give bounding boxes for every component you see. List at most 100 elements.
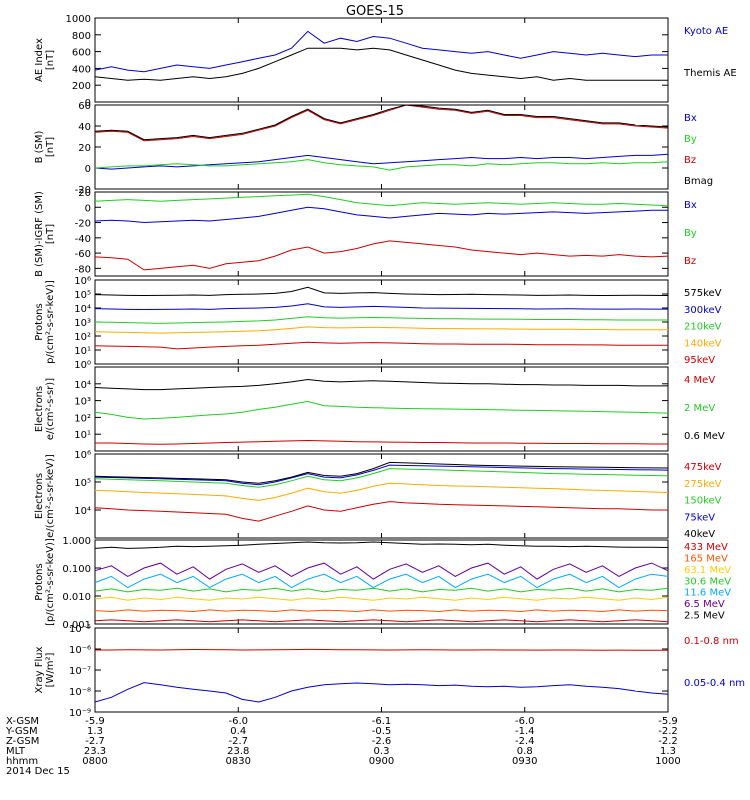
x-row-value: -0.5 xyxy=(372,726,392,737)
y-axis-label: B (SM)[nT] xyxy=(34,130,56,163)
legend-label: Bz xyxy=(684,155,696,166)
y-tick-label: -80 xyxy=(75,264,91,275)
panel-frame xyxy=(94,104,669,190)
y-tick-label: 10¹ xyxy=(74,430,91,441)
y-tick-label: 10⁻⁶ xyxy=(69,645,91,656)
y-axis-label-line: Electrons xyxy=(34,473,45,519)
x-row-label: hhmm xyxy=(6,756,38,767)
y-tick-label: -60 xyxy=(75,249,91,260)
legend-label: 475keV xyxy=(684,462,722,473)
x-row-value: 1.3 xyxy=(87,726,103,737)
x-row-value: -1.4 xyxy=(515,726,535,737)
x-row-label: X-GSM xyxy=(6,716,39,727)
y-tick-label: 10³ xyxy=(74,397,91,408)
legend-label: 2 MeV xyxy=(684,403,715,414)
x-row-value: -2.2 xyxy=(658,726,678,737)
y-tick-label: 200 xyxy=(72,81,91,92)
legend-label: 150keV xyxy=(684,496,722,507)
y-axis-label-line: [nT] xyxy=(45,224,56,244)
series-line-11-6-mev xyxy=(94,573,669,589)
series-line-bx xyxy=(94,206,668,224)
x-row-label: Y-GSM xyxy=(5,726,38,737)
x-row-value: -5.9 xyxy=(85,716,105,727)
panel-frame xyxy=(94,17,669,103)
date-label: 2014 Dec 15 xyxy=(6,766,70,777)
series-line-6-5-mev xyxy=(94,562,669,580)
y-axis-label-line: B (SM)-IGRF (SM) xyxy=(34,191,45,277)
legend-label: 575keV xyxy=(684,288,722,299)
panel-electrons2: 10⁶ 10⁵ 10⁴ Electronse/(cm²-s-sr-keV)] 475ke… xyxy=(34,450,722,540)
x-row-value: -6.1 xyxy=(372,716,392,727)
panel-protons1: 10⁶ 10⁵ 10⁴ 10³ 10² 10¹ 10⁰ Protonsp/(cm²-s-sr-… xyxy=(34,276,722,371)
y-tick-label: 10⁵ xyxy=(74,478,91,489)
x-row-value: -6.0 xyxy=(228,716,248,727)
series-line-0-05-0-4-nm xyxy=(94,682,669,703)
legend-label: By xyxy=(684,228,697,239)
legend-label: 0.1-0.8 nm xyxy=(684,636,739,647)
series-line-75kev xyxy=(94,464,669,486)
y-tick-label: 400 xyxy=(72,64,91,75)
series-line-40kev xyxy=(94,461,669,484)
x-row-value: -2.7 xyxy=(85,736,105,747)
series-line-63-1-mev xyxy=(94,596,669,601)
legend-label: Themis AE xyxy=(683,68,737,79)
series-line-30-6-mev xyxy=(94,587,669,593)
series-line-210kev xyxy=(94,316,668,324)
y-tick-label: 1.000 xyxy=(62,536,91,547)
y-tick-label: 10⁶ xyxy=(74,276,91,287)
x-row-value: 1.3 xyxy=(660,746,676,757)
y-tick-label: 40 xyxy=(78,122,91,133)
x-row-value: 1000 xyxy=(655,756,680,767)
legend-label: 40keV xyxy=(684,529,715,540)
y-tick-label: 10⁰ xyxy=(74,360,91,371)
legend-label: Bmag xyxy=(684,176,713,187)
y-tick-label: 10⁴ xyxy=(74,380,91,391)
series-line-bx xyxy=(94,153,669,170)
series-line-95kev xyxy=(94,341,668,350)
series-line-433-mev xyxy=(94,619,669,623)
legend-label: 75keV xyxy=(684,512,715,523)
y-tick-label: 0.010 xyxy=(62,592,91,603)
legend-label: Bz xyxy=(684,256,696,267)
series-line-275kev xyxy=(94,482,669,501)
series-line-575kev xyxy=(94,286,669,297)
y-tick-label: 1000 xyxy=(66,14,91,25)
y-tick-label: 0 xyxy=(85,98,91,109)
series-line-themis-ae xyxy=(94,47,668,81)
x-row-value: 23.3 xyxy=(84,746,106,757)
x-row-value: -6.0 xyxy=(515,716,535,727)
legend-label: 165 MeV xyxy=(684,553,728,564)
x-row-value: 0.4 xyxy=(230,726,246,737)
legend-label: 140keV xyxy=(684,338,722,349)
y-tick-label: 20 xyxy=(78,143,91,154)
y-axis-label-line: AE Index xyxy=(34,38,45,82)
y-axis-label: Xray Flux[W/m²] xyxy=(34,646,56,693)
series-line-kyoto-ae xyxy=(94,30,668,73)
y-axis-label-line: B (SM) xyxy=(34,130,45,163)
series-line-2-5-mev xyxy=(94,541,669,549)
legend-label: 433 MeV xyxy=(684,542,728,553)
y-tick-label: 0 xyxy=(85,164,91,175)
y-tick-label: 10² xyxy=(74,413,91,424)
y-axis-label: Electronse/(cm²-s-sr-keV)] xyxy=(34,454,56,538)
x-row-value: -5.9 xyxy=(658,716,678,727)
series-line-165-mev xyxy=(94,609,669,613)
y-tick-label: 0 xyxy=(85,203,91,214)
y-axis-label-line: Electrons xyxy=(34,386,45,432)
x-row-label: MLT xyxy=(6,746,26,757)
y-axis-label-line: e/(cm²-s-sr-keV)] xyxy=(45,454,56,538)
y-tick-label: 10¹ xyxy=(74,346,91,357)
y-axis-label-line: [nT] xyxy=(45,137,56,157)
y-axis-label-line: [nT] xyxy=(45,50,56,70)
y-tick-label: -20 xyxy=(75,219,91,230)
x-row-value: 0.3 xyxy=(374,746,390,757)
x-row-value: -2.4 xyxy=(515,736,535,747)
y-tick-label: 10⁴ xyxy=(74,304,91,315)
series-line-140kev xyxy=(94,326,668,334)
y-axis-label-line: Xray Flux xyxy=(34,646,45,693)
x-row-value: -2.6 xyxy=(372,736,392,747)
series-line-bmag xyxy=(94,104,669,141)
legend-label: Kyoto AE xyxy=(684,26,728,37)
y-tick-label: 0.001 xyxy=(62,620,91,631)
